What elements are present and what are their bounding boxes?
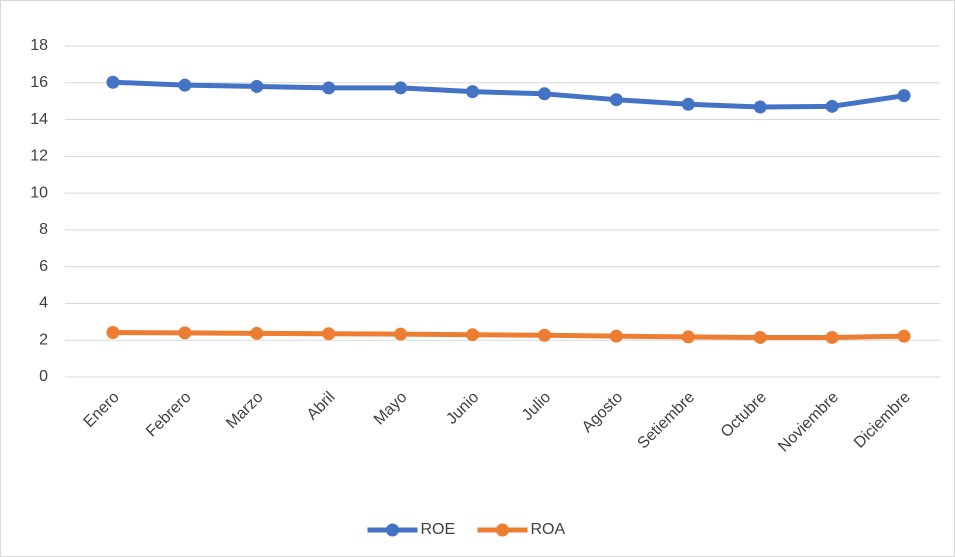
data-point [466,85,480,99]
data-point [466,328,480,342]
data-point [537,328,551,342]
data-point [609,93,623,107]
y-tick-label: 4 [39,295,48,312]
data-point [825,99,839,113]
series-line [112,329,905,340]
data-point [178,78,192,92]
series-line [112,79,905,110]
legend-label: ROE [421,521,456,538]
legend-label: ROA [531,521,566,538]
y-tick-label: 0 [39,368,48,385]
y-tick-label: 2 [39,331,48,348]
data-point [897,89,911,103]
y-tick-label: 6 [39,258,48,275]
data-point [609,329,623,343]
data-point [106,75,120,89]
data-point [178,326,192,340]
data-point [394,81,408,95]
y-tick-label: 12 [30,148,48,165]
data-point [537,87,551,101]
data-point [897,329,911,343]
y-tick-label: 10 [30,184,48,201]
data-point [394,327,408,341]
legend-marker [496,523,509,537]
data-point [106,325,120,339]
data-point [322,327,336,341]
data-point [681,97,695,111]
data-point [322,81,336,95]
legend-marker [386,523,399,537]
y-tick-label: 14 [30,111,48,128]
data-point [825,330,839,344]
data-point [681,330,695,344]
data-point [250,79,264,93]
y-tick-label: 18 [30,37,48,54]
data-point [753,330,767,344]
data-point [753,100,767,114]
y-tick-label: 8 [39,221,48,238]
data-point [250,326,264,340]
y-tick-label: 16 [30,74,48,91]
